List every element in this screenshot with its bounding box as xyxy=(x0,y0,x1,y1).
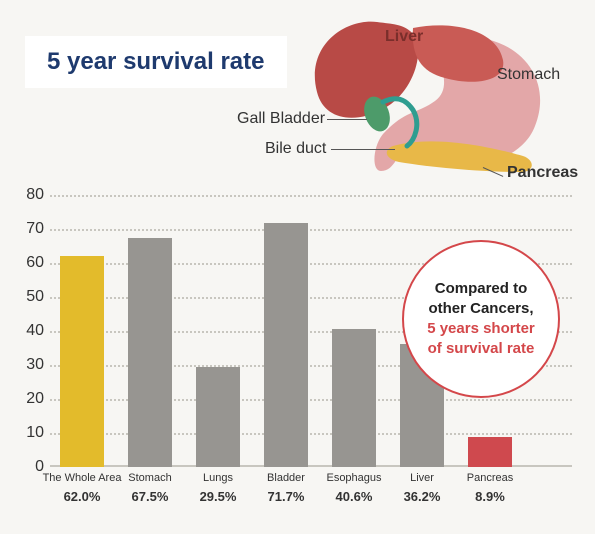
category-name: Pancreas xyxy=(467,472,513,484)
liver-label: Liver xyxy=(385,28,423,46)
bar xyxy=(196,367,240,467)
x-tick-label: Stomach 67.5% xyxy=(128,471,171,507)
category-percent: 29.5% xyxy=(200,488,237,506)
y-tick-label: 40 xyxy=(26,322,44,340)
y-tick-label: 80 xyxy=(26,186,44,204)
category-percent: 8.9% xyxy=(467,488,513,506)
callout-line4: of survival rate xyxy=(428,340,535,357)
y-tick-label: 20 xyxy=(26,390,44,408)
bar xyxy=(468,437,512,467)
category-name: Lungs xyxy=(203,472,233,484)
bar xyxy=(332,329,376,467)
category-name: Stomach xyxy=(128,472,171,484)
gall-bladder-label: Gall Bladder xyxy=(237,110,325,128)
x-tick-label: Lungs 29.5% xyxy=(200,471,237,507)
x-tick-label: Liver 36.2% xyxy=(404,471,441,507)
callout-line3: 5 years shorter xyxy=(427,320,535,337)
category-percent: 36.2% xyxy=(404,488,441,506)
category-percent: 71.7% xyxy=(267,488,305,506)
bile-duct-leader xyxy=(331,149,395,150)
x-tick-label: Pancreas 8.9% xyxy=(467,471,513,507)
bile-duct-label: Bile duct xyxy=(265,140,326,158)
page-title: 5 year survival rate xyxy=(25,36,287,88)
category-name: Esophagus xyxy=(326,472,381,484)
bar xyxy=(264,223,308,467)
liver-right-shape xyxy=(413,25,504,81)
category-percent: 62.0% xyxy=(43,488,122,506)
stomach-label: Stomach xyxy=(497,66,560,84)
gridline xyxy=(50,195,572,197)
x-tick-label: Bladder 71.7% xyxy=(267,471,305,507)
y-tick-label: 10 xyxy=(26,424,44,442)
x-tick-label: The Whole Area 62.0% xyxy=(43,471,122,507)
gall-bladder-leader xyxy=(327,119,367,120)
callout-line1: Compared to xyxy=(435,280,528,297)
x-tick-label: Esophagus 40.6% xyxy=(326,471,381,507)
bar xyxy=(60,256,104,467)
y-tick-label: 50 xyxy=(26,288,44,306)
pancreas-label: Pancreas xyxy=(507,164,578,182)
bar xyxy=(128,238,172,468)
y-tick-label: 60 xyxy=(26,254,44,272)
organs-diagram: Liver Stomach Gall Bladder Bile duct Pan… xyxy=(265,6,575,196)
category-percent: 67.5% xyxy=(128,488,171,506)
callout-circle: Compared to other Cancers, 5 years short… xyxy=(402,240,560,398)
y-tick-label: 30 xyxy=(26,356,44,374)
y-tick-label: 70 xyxy=(26,220,44,238)
category-name: Liver xyxy=(410,472,434,484)
category-percent: 40.6% xyxy=(326,488,381,506)
callout-line2: other Cancers, xyxy=(428,300,533,317)
gridline xyxy=(50,229,572,231)
category-name: The Whole Area xyxy=(43,472,122,484)
category-name: Bladder xyxy=(267,472,305,484)
